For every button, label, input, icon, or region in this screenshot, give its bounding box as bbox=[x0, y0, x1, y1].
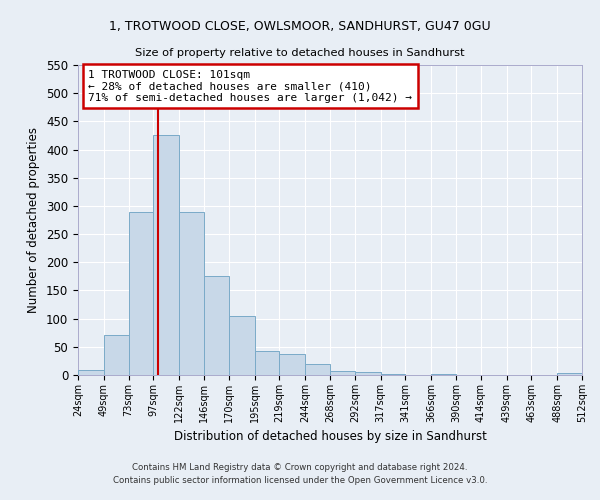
Bar bbox=[305, 364, 330, 375]
Bar bbox=[204, 276, 229, 375]
Text: Contains HM Land Registry data © Crown copyright and database right 2024.
Contai: Contains HM Land Registry data © Crown c… bbox=[113, 464, 487, 485]
Bar bbox=[380, 374, 406, 375]
Bar bbox=[229, 316, 254, 375]
Bar bbox=[355, 372, 380, 375]
Text: Size of property relative to detached houses in Sandhurst: Size of property relative to detached ho… bbox=[135, 48, 465, 58]
Bar bbox=[557, 374, 582, 375]
Bar bbox=[154, 136, 179, 375]
Bar bbox=[104, 335, 128, 375]
Bar bbox=[280, 354, 305, 375]
Y-axis label: Number of detached properties: Number of detached properties bbox=[28, 127, 40, 313]
Text: 1, TROTWOOD CLOSE, OWLSMOOR, SANDHURST, GU47 0GU: 1, TROTWOOD CLOSE, OWLSMOOR, SANDHURST, … bbox=[109, 20, 491, 33]
Bar bbox=[431, 374, 456, 375]
Bar bbox=[78, 370, 104, 375]
Bar bbox=[128, 212, 154, 375]
Bar bbox=[179, 212, 204, 375]
Bar bbox=[254, 351, 280, 375]
Text: 1 TROTWOOD CLOSE: 101sqm
← 28% of detached houses are smaller (410)
71% of semi-: 1 TROTWOOD CLOSE: 101sqm ← 28% of detach… bbox=[88, 70, 412, 103]
X-axis label: Distribution of detached houses by size in Sandhurst: Distribution of detached houses by size … bbox=[173, 430, 487, 444]
Bar bbox=[330, 371, 355, 375]
